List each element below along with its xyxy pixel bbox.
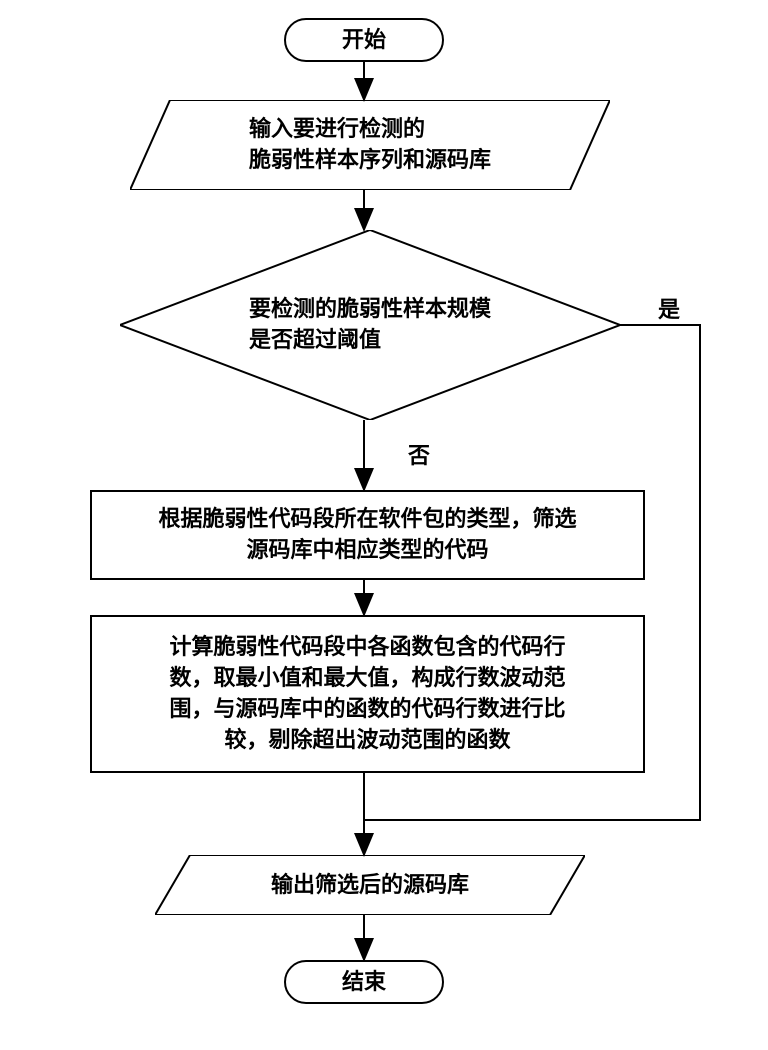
process2-line1: 计算脆弱性代码段中各函数包含的代码行: [169, 632, 565, 663]
flowchart-canvas: 开始 输入要进行检测的 脆弱性样本序列和源码库 要检测的脆弱性样本规模 是否超过…: [0, 0, 768, 1050]
decision-text: 要检测的脆弱性样本规模 是否超过阈值: [249, 294, 491, 356]
start-node: 开始: [284, 18, 444, 62]
input-node: 输入要进行检测的 脆弱性样本序列和源码库: [130, 100, 610, 190]
process1-line2: 源码库中相应类型的代码: [158, 535, 576, 566]
decision-node: 要检测的脆弱性样本规模 是否超过阈值: [120, 230, 620, 420]
output-text: 输出筛选后的源码库: [271, 870, 469, 901]
process2-text: 计算脆弱性代码段中各函数包含的代码行 数，取最小值和最大值，构成行数波动范 围，…: [169, 632, 565, 755]
label-no: 否: [408, 438, 430, 470]
start-label: 开始: [342, 25, 386, 56]
process1-node: 根据脆弱性代码段所在软件包的类型，筛选 源码库中相应类型的代码: [90, 490, 645, 580]
process2-line2: 数，取最小值和最大值，构成行数波动范: [169, 663, 565, 694]
end-label: 结束: [342, 967, 386, 998]
process2-line3: 围，与源码库中的函数的代码行数进行比: [169, 694, 565, 725]
process1-text: 根据脆弱性代码段所在软件包的类型，筛选 源码库中相应类型的代码: [158, 504, 576, 566]
end-node: 结束: [284, 960, 444, 1004]
decision-line2: 是否超过阈值: [249, 325, 491, 356]
decision-line1: 要检测的脆弱性样本规模: [249, 294, 491, 325]
label-yes: 是: [658, 292, 680, 324]
process1-line1: 根据脆弱性代码段所在软件包的类型，筛选: [158, 504, 576, 535]
process2-node: 计算脆弱性代码段中各函数包含的代码行 数，取最小值和最大值，构成行数波动范 围，…: [90, 615, 645, 773]
input-text: 输入要进行检测的 脆弱性样本序列和源码库: [249, 114, 491, 176]
process2-line4: 较，剔除超出波动范围的函数: [169, 725, 565, 756]
input-line1: 输入要进行检测的: [249, 114, 491, 145]
output-line1: 输出筛选后的源码库: [271, 870, 469, 901]
output-node: 输出筛选后的源码库: [155, 855, 585, 915]
input-line2: 脆弱性样本序列和源码库: [249, 145, 491, 176]
